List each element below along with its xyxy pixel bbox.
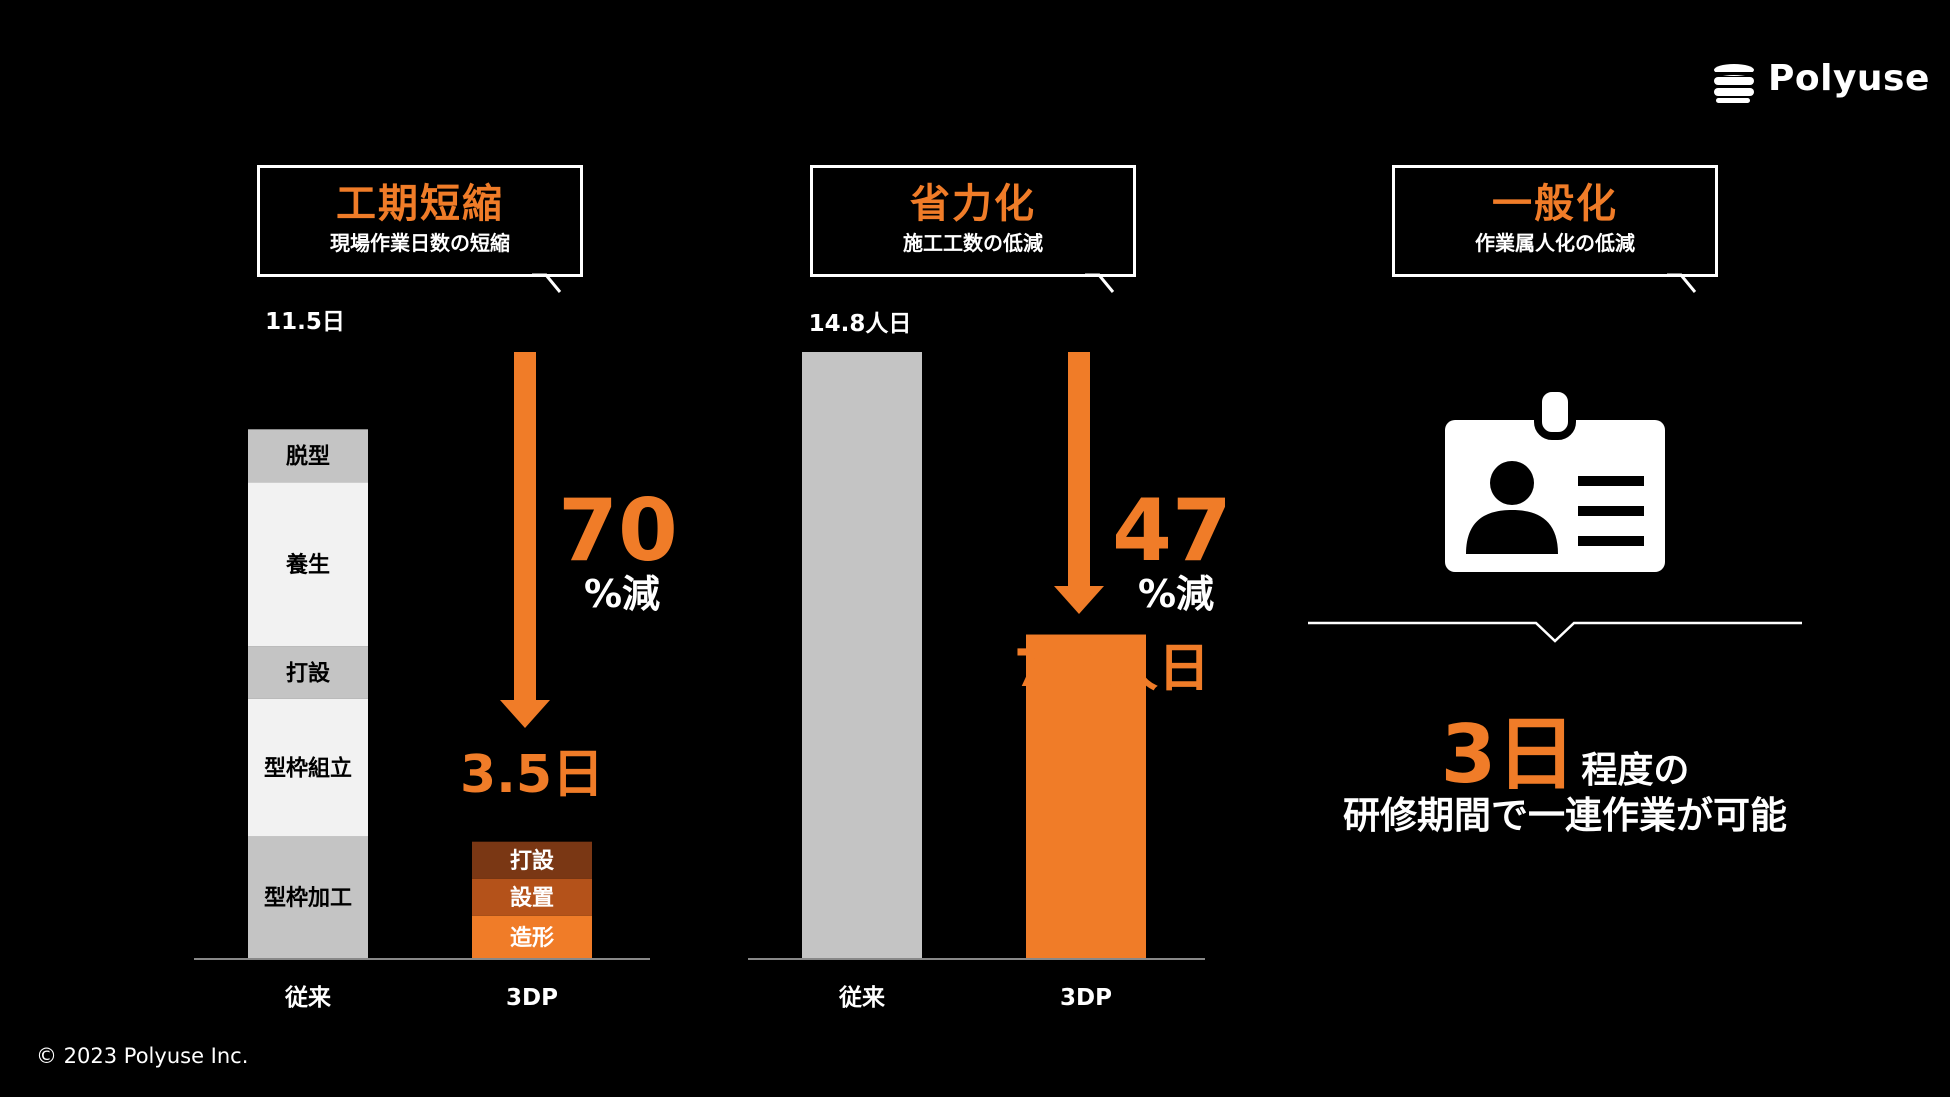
segment-label: 型枠組立 bbox=[264, 756, 352, 782]
segment-label: 打設 bbox=[286, 661, 331, 687]
reduction-unit: %減 bbox=[584, 572, 660, 616]
chart-labor: 従来 3DP 14.8人日 7.9人日 47%減 bbox=[748, 311, 1232, 1011]
bubble-subtitle: 現場作業日数の短縮 bbox=[330, 231, 510, 255]
bubble-subtitle: 施工工数の低減 bbox=[903, 231, 1043, 255]
polyuse-logo: Polyuse bbox=[1712, 50, 1929, 110]
bubble-subtitle: 作業属人化の低減 bbox=[1475, 231, 1635, 255]
total-label: 3.5日 bbox=[460, 745, 604, 805]
x-tick-label: 3DP bbox=[506, 985, 558, 1011]
training-days: 3日 程度の bbox=[1300, 690, 1830, 806]
bar-segment bbox=[248, 836, 368, 958]
bubble-tail-icon bbox=[1667, 273, 1697, 293]
total-label: 11.5日 bbox=[265, 309, 345, 335]
bubble-title: 省力化 bbox=[910, 181, 1036, 227]
bar-segment bbox=[472, 878, 592, 916]
bar-segment bbox=[248, 646, 368, 699]
brand-name: Polyuse bbox=[1768, 58, 1930, 99]
reduction-arrow-head bbox=[1054, 586, 1104, 614]
callout-divider bbox=[1308, 621, 1802, 643]
bar-segment bbox=[248, 698, 368, 837]
bubble-title: 工期短縮 bbox=[336, 181, 504, 227]
value-label: 7.9人日 bbox=[1014, 639, 1210, 699]
reduction-unit: %減 bbox=[1138, 572, 1214, 616]
bar bbox=[802, 352, 922, 958]
segment-label: 養生 bbox=[286, 552, 330, 578]
id-card-icon bbox=[1445, 386, 1665, 572]
x-tick-label: 従来 bbox=[284, 984, 332, 1011]
segment-label: 脱型 bbox=[286, 445, 330, 470]
segment-label: 設置 bbox=[510, 885, 554, 911]
x-tick-label: 従来 bbox=[838, 984, 886, 1011]
segment-label: 打設 bbox=[510, 848, 555, 874]
bubble-tail-icon bbox=[532, 273, 562, 293]
polyuse-mark-icon bbox=[1712, 64, 1756, 103]
bar-segment bbox=[472, 841, 592, 879]
bar-segment bbox=[472, 915, 592, 958]
bubble-schedule: 工期短縮 現場作業日数の短縮 bbox=[257, 165, 583, 277]
copyright: © 2023 Polyuse Inc. bbox=[36, 1044, 249, 1068]
segment-label: 型枠加工 bbox=[264, 886, 352, 911]
bar bbox=[1026, 634, 1146, 958]
bar-segment bbox=[248, 482, 368, 647]
bubble-tail-icon bbox=[1085, 273, 1115, 293]
bubble-title: 一般化 bbox=[1492, 181, 1618, 227]
reduction-value: 47 bbox=[1112, 481, 1232, 581]
bubble-general: 一般化 作業属人化の低減 bbox=[1392, 165, 1718, 277]
reduction-arrow-shaft bbox=[514, 352, 536, 702]
training-description: 研修期間で一連作業が可能 bbox=[1343, 794, 1787, 837]
x-tick-label: 3DP bbox=[1060, 985, 1112, 1011]
reduction-value: 70 bbox=[558, 481, 678, 581]
training-days-suffix: 程度の bbox=[1581, 750, 1690, 791]
reduction-arrow-shaft bbox=[1068, 352, 1090, 588]
bar-segment bbox=[248, 429, 368, 483]
value-label: 14.8人日 bbox=[809, 311, 912, 337]
segment-label: 造形 bbox=[510, 926, 554, 951]
bubble-labor: 省力化 施工工数の低減 bbox=[810, 165, 1136, 277]
training-days-value: 3日 bbox=[1440, 708, 1577, 801]
reduction-arrow-head bbox=[500, 700, 550, 728]
